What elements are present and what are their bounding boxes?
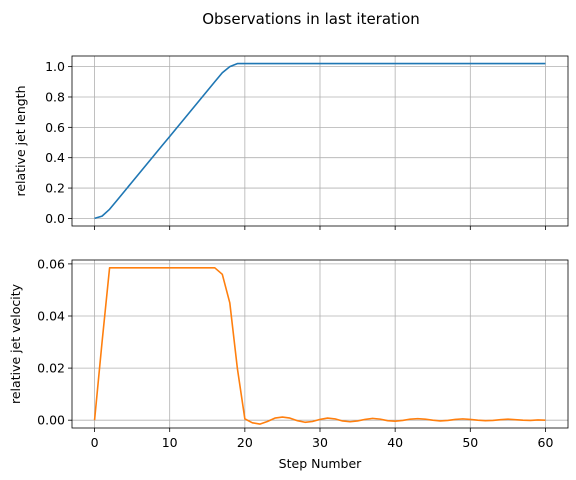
x-tick-label: 20 bbox=[237, 435, 253, 450]
y-tick-label: 0.02 bbox=[37, 361, 65, 376]
x-tick-label: 30 bbox=[312, 435, 328, 450]
series-line bbox=[94, 62, 546, 220]
series-line bbox=[93, 267, 546, 425]
y-tick-label: 1.0 bbox=[45, 59, 65, 74]
y-tick-label: 0.8 bbox=[45, 89, 65, 104]
y-tick-label: 0.4 bbox=[45, 150, 65, 165]
figure-title: Observations in last iteration bbox=[202, 10, 420, 28]
x-tick-label: 10 bbox=[162, 435, 178, 450]
y-tick-label: 0.6 bbox=[45, 120, 65, 135]
x-tick-label: 60 bbox=[538, 435, 554, 450]
y-tick-label: 0.2 bbox=[45, 181, 65, 196]
y-tick-label: 0.0 bbox=[45, 211, 65, 226]
plot-relative-jet-length: 0.0 0.2 0.4 0.6 0.8 1.0 relative jet length bbox=[13, 55, 569, 230]
x-axis-label: Step Number bbox=[279, 456, 363, 471]
y-tick-label: 0.00 bbox=[37, 413, 65, 428]
x-tick-label: 0 bbox=[91, 435, 99, 450]
x-tick-label: 50 bbox=[462, 435, 478, 450]
y-tick-label: 0.06 bbox=[37, 256, 65, 271]
y-axis-label: relative jet length bbox=[13, 85, 28, 196]
plot-relative-jet-velocity: 0 10 20 30 40 50 60 0.00 0.02 0.04 0.06 relative je… bbox=[8, 256, 569, 471]
y-axis-label: relative jet velocity bbox=[8, 283, 23, 404]
x-tick-label: 40 bbox=[387, 435, 403, 450]
y-tick-label: 0.04 bbox=[37, 309, 65, 324]
